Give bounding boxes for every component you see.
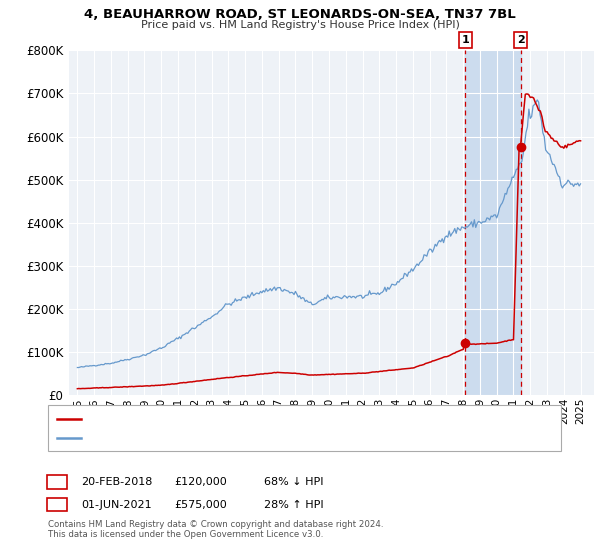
Bar bbox=[466, 50, 521, 395]
Text: 4, BEAUHARROW ROAD, ST LEONARDS-ON-SEA, TN37 7BL (detached house): 4, BEAUHARROW ROAD, ST LEONARDS-ON-SEA, … bbox=[87, 414, 462, 424]
Text: 20-FEB-2018: 20-FEB-2018 bbox=[81, 477, 152, 487]
Text: This data is licensed under the Open Government Licence v3.0.: This data is licensed under the Open Gov… bbox=[48, 530, 323, 539]
Text: 2: 2 bbox=[53, 500, 61, 510]
Text: 2: 2 bbox=[517, 35, 524, 45]
Text: Contains HM Land Registry data © Crown copyright and database right 2024.: Contains HM Land Registry data © Crown c… bbox=[48, 520, 383, 529]
Text: £120,000: £120,000 bbox=[174, 477, 227, 487]
Text: £575,000: £575,000 bbox=[174, 500, 227, 510]
Text: 1: 1 bbox=[461, 35, 469, 45]
Text: 28% ↑ HPI: 28% ↑ HPI bbox=[264, 500, 323, 510]
Text: 1: 1 bbox=[53, 477, 61, 487]
Text: 68% ↓ HPI: 68% ↓ HPI bbox=[264, 477, 323, 487]
Text: HPI: Average price, detached house, Hastings: HPI: Average price, detached house, Hast… bbox=[87, 433, 311, 443]
Text: 4, BEAUHARROW ROAD, ST LEONARDS-ON-SEA, TN37 7BL: 4, BEAUHARROW ROAD, ST LEONARDS-ON-SEA, … bbox=[84, 8, 516, 21]
Text: 01-JUN-2021: 01-JUN-2021 bbox=[81, 500, 152, 510]
Text: Price paid vs. HM Land Registry's House Price Index (HPI): Price paid vs. HM Land Registry's House … bbox=[140, 20, 460, 30]
